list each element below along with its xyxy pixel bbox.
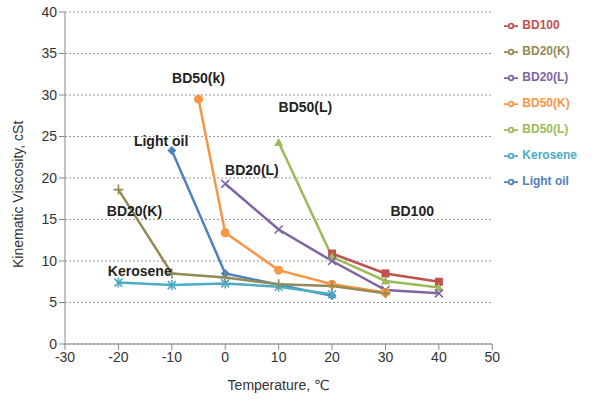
html-text:Light oil: Light oil xyxy=(522,174,569,188)
html-text:Kerosene: Kerosene xyxy=(522,148,577,162)
html-text:BD20(K): BD20(K) xyxy=(522,44,570,58)
svg-text:0: 0 xyxy=(221,349,229,365)
svg-text:BD50(k): BD50(k) xyxy=(172,70,225,86)
svg-text:Light oil: Light oil xyxy=(134,133,188,149)
svg-text:35: 35 xyxy=(41,45,57,61)
html-text:BD100: BD100 xyxy=(522,18,560,32)
svg-text:-30: -30 xyxy=(55,349,75,365)
svg-text:BD50(L): BD50(L) xyxy=(279,99,333,115)
svg-text:40: 40 xyxy=(41,4,57,20)
svg-text:20: 20 xyxy=(41,170,57,186)
svg-text:0: 0 xyxy=(49,336,57,352)
svg-text:BD20(L): BD20(L) xyxy=(225,162,279,178)
html-text:BD50(L): BD50(L) xyxy=(522,122,569,136)
html-text:BD50(K): BD50(K) xyxy=(522,96,570,110)
svg-text:-10: -10 xyxy=(162,349,182,365)
svg-text:30: 30 xyxy=(378,349,394,365)
svg-text:Temperature, ℃: Temperature, ℃ xyxy=(228,377,330,393)
svg-text:20: 20 xyxy=(324,349,340,365)
svg-text:Kerosene: Kerosene xyxy=(108,263,172,279)
svg-text:40: 40 xyxy=(431,349,447,365)
svg-text:50: 50 xyxy=(485,349,501,365)
svg-text:BD100: BD100 xyxy=(390,203,434,219)
svg-text:10: 10 xyxy=(271,349,287,365)
svg-text:BD20(K): BD20(K) xyxy=(107,203,162,219)
svg-text:-20: -20 xyxy=(108,349,128,365)
svg-text:15: 15 xyxy=(41,211,57,227)
html-text:BD20(L): BD20(L) xyxy=(522,70,569,84)
svg-text:5: 5 xyxy=(49,294,57,310)
svg-text:25: 25 xyxy=(41,128,57,144)
svg-text:Kinematic Viscosity, cSt: Kinematic Viscosity, cSt xyxy=(10,121,26,268)
svg-text:10: 10 xyxy=(41,253,57,269)
svg-text:30: 30 xyxy=(41,87,57,103)
